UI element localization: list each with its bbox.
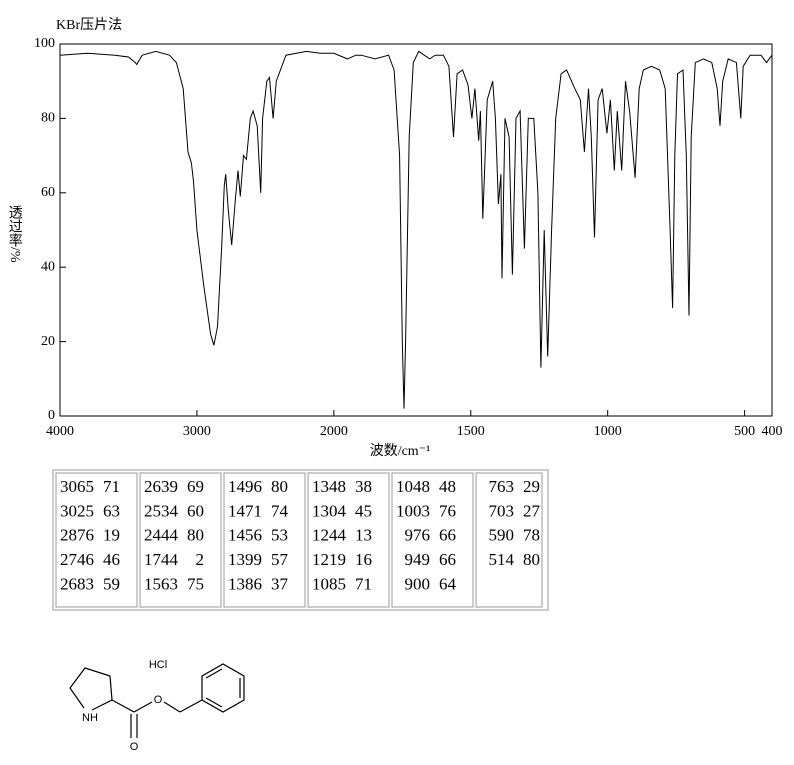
y-tick-label: 60 <box>41 185 55 200</box>
peak-wavenumber: 1348 <box>312 477 346 496</box>
peak-transmittance: 80 <box>271 477 288 496</box>
peak-transmittance: 48 <box>439 477 456 496</box>
atom-label: O <box>130 741 139 753</box>
peak-wavenumber: 2683 <box>60 575 94 594</box>
peak-transmittance: 19 <box>103 526 120 545</box>
peak-transmittance: 66 <box>439 550 456 569</box>
peak-transmittance: 78 <box>523 526 540 545</box>
bond <box>179 699 203 713</box>
peak-transmittance: 45 <box>355 501 372 520</box>
y-axis-label: 透过率/% <box>7 205 23 263</box>
x-tick-label: 4000 <box>46 424 74 439</box>
table-column <box>475 472 543 608</box>
atom-label: O <box>154 694 163 706</box>
x-tick-label: 1500 <box>457 424 485 439</box>
bond <box>205 697 223 708</box>
x-tick-label: 3000 <box>183 424 211 439</box>
benzene-ring <box>201 663 245 713</box>
peak-wavenumber: 1744 <box>144 550 179 569</box>
peak-wavenumber: 2746 <box>60 550 94 569</box>
x-tick-label: 2000 <box>320 424 348 439</box>
peak-transmittance: 2 <box>196 550 205 569</box>
peak-transmittance: 38 <box>355 477 372 496</box>
peak-wavenumber: 1085 <box>312 575 346 594</box>
peak-wavenumber: 763 <box>489 477 515 496</box>
peak-wavenumber: 590 <box>489 526 515 545</box>
peak-transmittance: 60 <box>187 501 204 520</box>
peak-transmittance: 59 <box>103 575 120 594</box>
plot-frame <box>59 43 773 417</box>
peak-transmittance: 64 <box>439 575 457 594</box>
peak-transmittance: 29 <box>523 477 540 496</box>
structure <box>69 663 245 738</box>
table-column <box>307 472 390 608</box>
y-tick-label: 40 <box>41 259 55 274</box>
peak-transmittance: 74 <box>271 501 289 520</box>
table-column <box>139 472 222 608</box>
bond <box>111 699 135 713</box>
table-column <box>55 472 138 608</box>
peak-transmittance: 69 <box>187 477 204 496</box>
peak-transmittance: 71 <box>355 575 372 594</box>
table-frame <box>52 469 549 611</box>
peak-transmittance: 75 <box>187 575 204 594</box>
peak-wavenumber: 1456 <box>228 526 262 545</box>
table-column <box>223 472 306 608</box>
peak-transmittance: 37 <box>271 575 289 594</box>
peak-wavenumber: 1386 <box>228 575 262 594</box>
peak-wavenumber: 3025 <box>60 501 94 520</box>
peak-transmittance: 76 <box>439 501 456 520</box>
y-tick-label: 100 <box>34 36 55 51</box>
bond <box>163 701 181 713</box>
peak-wavenumber: 514 <box>489 550 515 569</box>
peak-wavenumber: 900 <box>405 575 431 594</box>
bond <box>133 701 153 713</box>
spectrum-line <box>59 50 773 409</box>
peak-transmittance: 46 <box>103 550 120 569</box>
peak-transmittance: 57 <box>271 550 289 569</box>
peak-wavenumber: 1496 <box>228 477 262 496</box>
y-tick-label: 0 <box>48 408 55 423</box>
y-tick-label: 80 <box>41 111 55 126</box>
peak-wavenumber: 1003 <box>396 501 430 520</box>
salt-label: HCl <box>149 659 167 671</box>
peak-transmittance: 53 <box>271 526 288 545</box>
chart-title: KBr压片法 <box>56 17 122 33</box>
table-column <box>391 472 474 608</box>
peak-wavenumber: 1048 <box>396 477 430 496</box>
peak-transmittance: 16 <box>355 550 372 569</box>
peak-transmittance: 80 <box>187 526 204 545</box>
x-tick-label: 400 <box>762 424 783 439</box>
peak-wavenumber: 1304 <box>312 501 347 520</box>
pyrrolidine-ring <box>69 667 113 711</box>
peak-transmittance: 66 <box>439 526 456 545</box>
peak-wavenumber: 1471 <box>228 501 262 520</box>
peak-transmittance: 63 <box>103 501 120 520</box>
peak-wavenumber: 703 <box>489 501 515 520</box>
atom-label: NH <box>82 712 98 724</box>
peak-wavenumber: 2876 <box>60 526 94 545</box>
bond <box>205 668 223 679</box>
peak-wavenumber: 2639 <box>144 477 178 496</box>
x-axis-label: 波数/cm⁻¹ <box>370 443 431 459</box>
peak-wavenumber: 3065 <box>60 477 94 496</box>
x-tick-label: 1000 <box>594 424 622 439</box>
peak-wavenumber: 1219 <box>312 550 346 569</box>
peak-wavenumber: 2444 <box>144 526 179 545</box>
x-tick-label: 500 <box>734 424 755 439</box>
peak-wavenumber: 1563 <box>144 575 178 594</box>
peak-wavenumber: 976 <box>405 526 431 545</box>
peak-wavenumber: 1244 <box>312 526 347 545</box>
peak-transmittance: 80 <box>523 550 540 569</box>
peak-transmittance: 71 <box>103 477 120 496</box>
peak-wavenumber: 1399 <box>228 550 262 569</box>
peak-wavenumber: 2534 <box>144 501 179 520</box>
peak-wavenumber: 949 <box>405 550 431 569</box>
peak-transmittance: 27 <box>523 501 541 520</box>
y-tick-label: 20 <box>41 334 55 349</box>
peak-transmittance: 13 <box>355 526 372 545</box>
